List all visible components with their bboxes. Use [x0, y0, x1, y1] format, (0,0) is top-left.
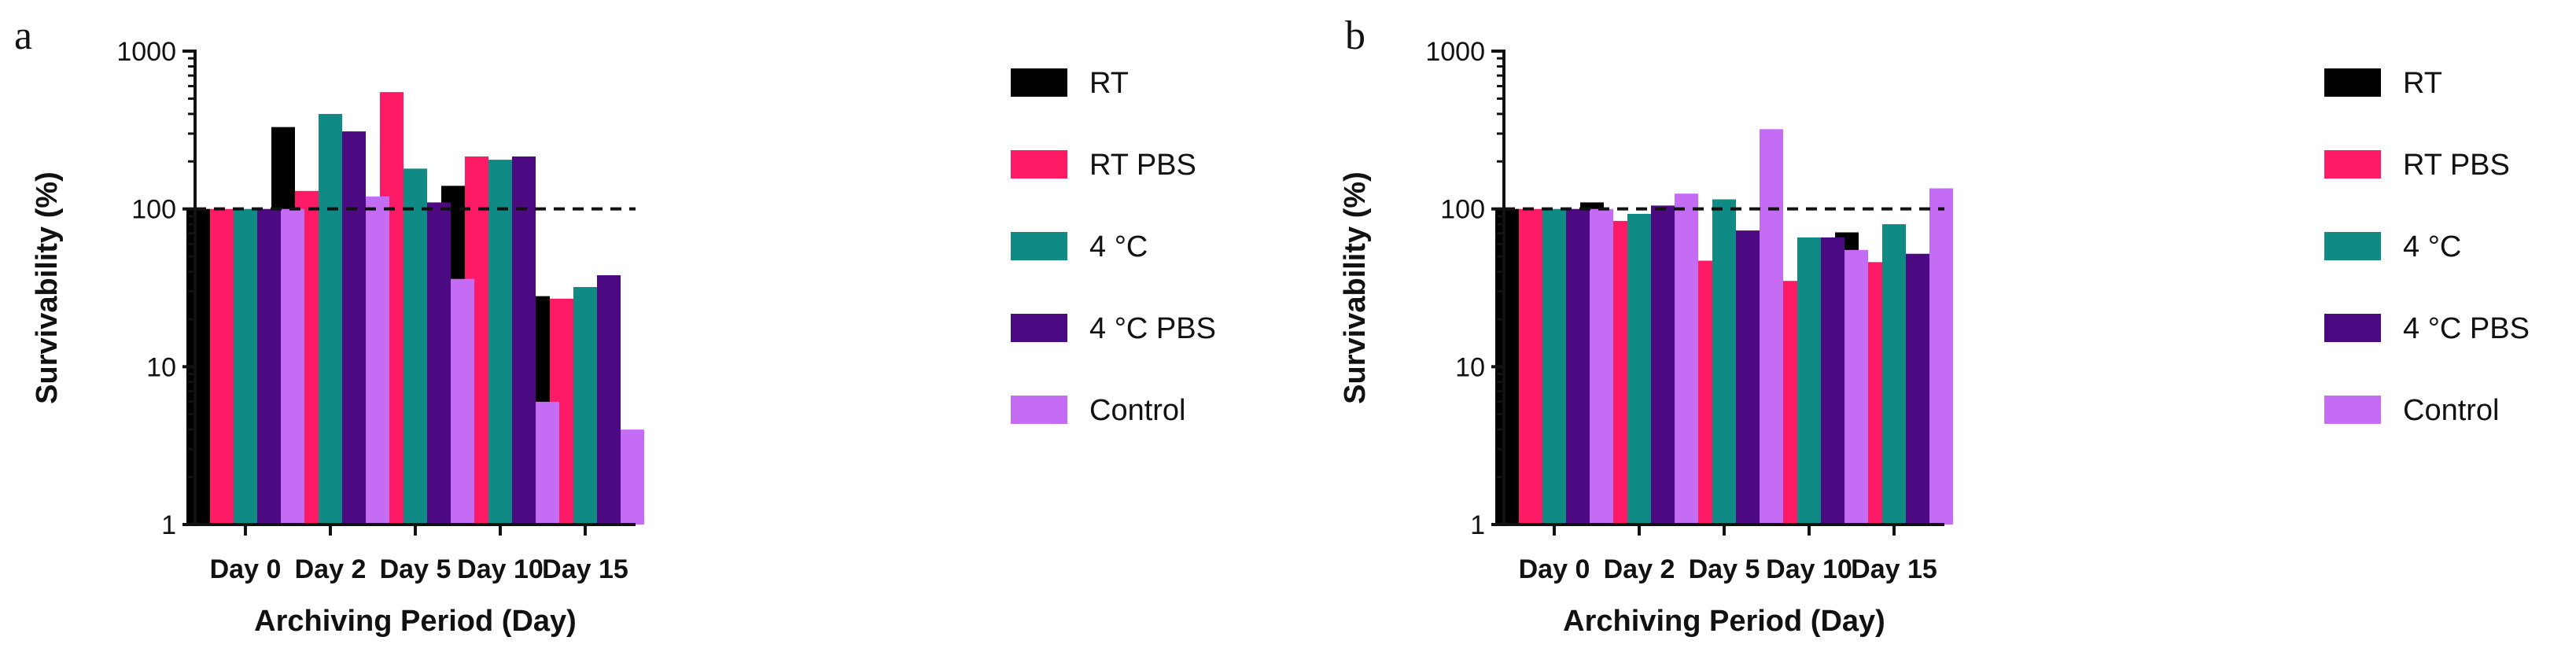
x-tick-label: Day 10 — [457, 554, 544, 584]
y-tick-label: 1000 — [1425, 37, 1485, 67]
y-tick-label: 100 — [131, 195, 176, 225]
x-tick-label: Day 2 — [1604, 554, 1675, 584]
bar-4-c-pbs-day-5 — [1736, 230, 1760, 525]
bar-4-c-day-0 — [234, 208, 257, 525]
legend-swatch — [1011, 396, 1067, 424]
legend-item-4-c: 4 °C — [2324, 230, 2461, 263]
legend-label: Control — [1089, 394, 1186, 427]
bar-control-day-2 — [1675, 193, 1698, 525]
legend-label: RT — [2403, 67, 2442, 100]
legend-swatch — [2324, 396, 2381, 424]
bar-rt-pbs-day-0 — [210, 208, 234, 525]
legend-item-4-c-pbs: 4 °C PBS — [2324, 312, 2530, 345]
bar-4-c-day-2 — [319, 113, 342, 525]
x-axis-title: Archiving Period (Day) — [254, 605, 577, 638]
y-tick-label: 10 — [146, 352, 176, 382]
x-tick-label: Day 5 — [380, 554, 451, 584]
bar-4-c-pbs-day-15 — [1906, 253, 1929, 525]
bar-control-day-15 — [1929, 188, 1953, 525]
bar-4-c-pbs-day-2 — [1651, 205, 1675, 525]
y-tick-label: 100 — [1440, 195, 1485, 225]
legend-swatch — [1011, 314, 1067, 342]
legend: RT RT PBS 4 °C 4 °C PBS Control — [2324, 67, 2530, 427]
bar-4-c-day-5 — [404, 168, 427, 525]
legend-swatch — [2324, 68, 2381, 97]
bar-4-c-pbs-day-10 — [512, 156, 536, 525]
legend-item-rt-pbs: RT PBS — [2324, 149, 2510, 182]
bar-4-c-day-2 — [1627, 214, 1651, 525]
bar-control-day-5 — [451, 278, 474, 525]
legend-label: RT — [1089, 67, 1129, 100]
bar-4-c-day-15 — [573, 287, 597, 525]
y-axis-title: Survivability (%) — [1339, 171, 1372, 404]
legend-item-control: Control — [2324, 394, 2500, 427]
legend-item-4-c-pbs: 4 °C PBS — [1011, 312, 1216, 345]
x-axis-title: Archiving Period (Day) — [1563, 605, 1885, 638]
legend-swatch — [1011, 150, 1067, 179]
y-tick-label: 10 — [1455, 352, 1485, 382]
bar-4-c-day-10 — [1797, 237, 1821, 525]
bar-4-c-pbs-day-2 — [342, 131, 366, 525]
bar-control-day-10 — [1844, 249, 1868, 525]
legend-label: Control — [2403, 394, 2500, 427]
panel-letter: b — [1345, 13, 1365, 58]
legend-item-control: Control — [1011, 394, 1186, 427]
bar-rt-pbs-day-0 — [1519, 208, 1542, 525]
x-tick-label: Day 0 — [210, 554, 282, 584]
x-tick-label: Day 15 — [542, 554, 628, 584]
legend-swatch — [2324, 232, 2381, 260]
bar-4-c-day-10 — [488, 160, 512, 525]
legend-label: 4 °C PBS — [2403, 312, 2530, 345]
bar-4-c-day-15 — [1882, 224, 1906, 525]
bar-4-c-day-0 — [1542, 208, 1566, 525]
legend-label: 4 °C — [2403, 230, 2461, 263]
bar-control-day-15 — [621, 429, 644, 525]
bar-4-c-day-5 — [1712, 199, 1736, 525]
y-tick-label: 1 — [1470, 510, 1485, 540]
x-tick-label: Day 10 — [1766, 554, 1852, 584]
panel-letter: a — [14, 13, 32, 58]
legend-label: RT PBS — [2403, 149, 2510, 182]
x-tick-label: Day 15 — [1851, 554, 1937, 584]
legend-swatch — [1011, 68, 1067, 97]
legend: RT RT PBS 4 °C 4 °C PBS Control — [1011, 67, 1216, 427]
legend-item-rt: RT — [2324, 67, 2442, 100]
bar-control-day-0 — [1590, 208, 1613, 525]
x-tick-label: Day 2 — [295, 554, 367, 584]
bar-4-c-pbs-day-0 — [257, 208, 281, 525]
y-axis-title: Survivability (%) — [31, 171, 64, 404]
legend-item-4-c: 4 °C — [1011, 230, 1148, 263]
bar-control-day-0 — [281, 208, 304, 525]
legend-item-rt-pbs: RT PBS — [1011, 149, 1196, 182]
bar-control-day-2 — [366, 196, 389, 525]
x-tick-label: Day 0 — [1519, 554, 1590, 584]
legend-swatch — [1011, 232, 1067, 260]
legend-label: 4 °C — [1089, 230, 1148, 263]
y-tick-label: 1 — [161, 510, 176, 540]
bar-4-c-pbs-day-0 — [1566, 208, 1590, 525]
x-tick-label: Day 5 — [1689, 554, 1760, 584]
bar-4-c-pbs-day-5 — [427, 202, 451, 525]
legend-swatch — [2324, 314, 2381, 342]
legend-label: 4 °C PBS — [1089, 312, 1216, 345]
y-tick-label: 1000 — [116, 37, 176, 67]
bar-4-c-pbs-day-15 — [597, 275, 621, 525]
bar-control-day-5 — [1760, 129, 1783, 525]
bar-4-c-pbs-day-10 — [1821, 237, 1844, 525]
bar-control-day-10 — [536, 401, 559, 525]
legend-label: RT PBS — [1089, 149, 1196, 182]
legend-item-rt: RT — [1011, 67, 1129, 100]
legend-swatch — [2324, 150, 2381, 179]
